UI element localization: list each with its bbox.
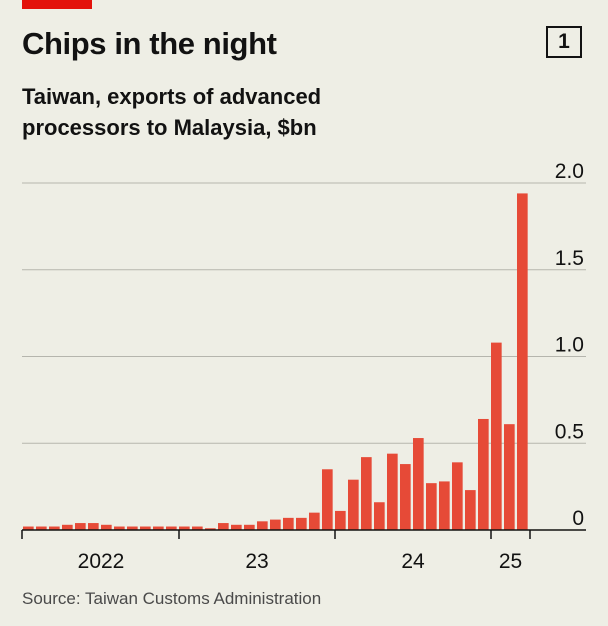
brand-accent-bar	[22, 0, 92, 9]
x-tick-label: 23	[245, 550, 268, 573]
bar-2024-05	[387, 453, 398, 530]
bar-2023-05	[231, 524, 242, 530]
bar-2025-01	[491, 342, 502, 530]
bar-2024-03	[361, 457, 372, 530]
x-tick-label: 2022	[78, 550, 125, 573]
bar-2025-02	[504, 424, 515, 530]
bar-2022-12	[166, 526, 177, 530]
bar-2023-12	[322, 469, 333, 530]
y-tick-label: 0.5	[555, 420, 584, 443]
bar-2023-07	[257, 521, 268, 530]
x-tick-label: 25	[499, 550, 522, 573]
bar-2023-01	[179, 526, 190, 530]
bar-2022-11	[153, 526, 164, 530]
bar-2022-04	[62, 524, 73, 530]
bar-2023-08	[270, 519, 281, 530]
bar-2022-10	[140, 526, 151, 530]
bar-2024-11	[465, 490, 476, 530]
bar-2022-03	[49, 526, 60, 530]
x-tick-label: 24	[401, 550, 425, 573]
bar-2023-09	[283, 517, 294, 530]
bar-2024-09	[439, 481, 450, 530]
bar-2023-04	[218, 523, 229, 530]
chart-title: Chips in the night	[22, 26, 277, 61]
bar-2024-01	[335, 510, 346, 530]
bar-2023-03	[205, 528, 216, 530]
bar-2022-06	[88, 523, 99, 530]
bar-2022-09	[127, 526, 138, 530]
source-note: Source: Taiwan Customs Administration	[22, 589, 322, 608]
bar-2022-02	[36, 526, 47, 530]
bar-2024-02	[348, 479, 359, 530]
bar-2024-06	[400, 464, 411, 530]
chart-subtitle: Taiwan, exports of advanced processors t…	[22, 84, 322, 140]
y-tick-label: 1.5	[555, 247, 584, 270]
bar-2024-08	[426, 483, 437, 530]
y-tick-label: 2.0	[555, 160, 584, 183]
bar-2025-03	[517, 193, 528, 530]
bar-2022-07	[101, 524, 112, 530]
bar-2024-07	[413, 438, 424, 530]
bar-2022-08	[114, 526, 125, 530]
bar-2022-05	[75, 523, 86, 530]
bar-2022-01	[23, 526, 34, 530]
chart-number-badge: 1	[546, 26, 582, 58]
bar-2023-10	[296, 517, 307, 530]
bar-2024-10	[452, 462, 463, 530]
bar-2024-04	[374, 502, 385, 530]
bar-2024-12	[478, 418, 489, 530]
bar-2023-06	[244, 524, 255, 530]
y-tick-label: 0	[572, 507, 584, 530]
y-tick-label: 1.0	[555, 334, 584, 357]
bar-2023-02	[192, 526, 203, 530]
bar-2023-11	[309, 512, 320, 530]
